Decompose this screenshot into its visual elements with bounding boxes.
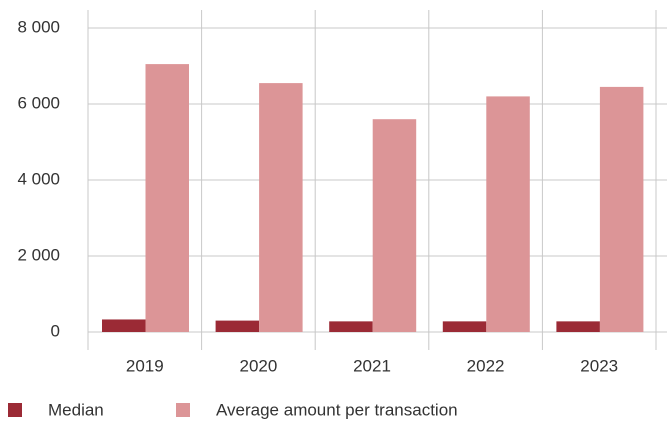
legend-label: Average amount per transaction <box>216 400 458 419</box>
x-tick-label: 2021 <box>353 356 391 375</box>
bar <box>215 320 260 332</box>
x-tick-label: 2022 <box>467 356 505 375</box>
x-tick-label: 2019 <box>126 356 164 375</box>
bar <box>442 321 487 332</box>
y-tick-label: 4 000 <box>17 169 60 188</box>
legend-label: Median <box>48 400 104 419</box>
bar <box>102 319 146 332</box>
bar <box>599 86 644 333</box>
y-tick-label: 2 000 <box>17 245 60 264</box>
bar <box>556 321 600 332</box>
bar <box>486 96 530 333</box>
x-tick-label: 2020 <box>239 356 277 375</box>
y-tick-label: 6 000 <box>17 93 60 112</box>
bar <box>145 64 189 332</box>
y-tick-label: 0 <box>51 321 60 340</box>
bar <box>329 321 373 332</box>
legend-swatch <box>8 403 22 417</box>
legend-swatch <box>176 403 190 417</box>
bar <box>259 83 303 332</box>
bar <box>372 119 417 332</box>
y-tick-label: 8 000 <box>17 17 60 36</box>
x-tick-label: 2023 <box>580 356 618 375</box>
